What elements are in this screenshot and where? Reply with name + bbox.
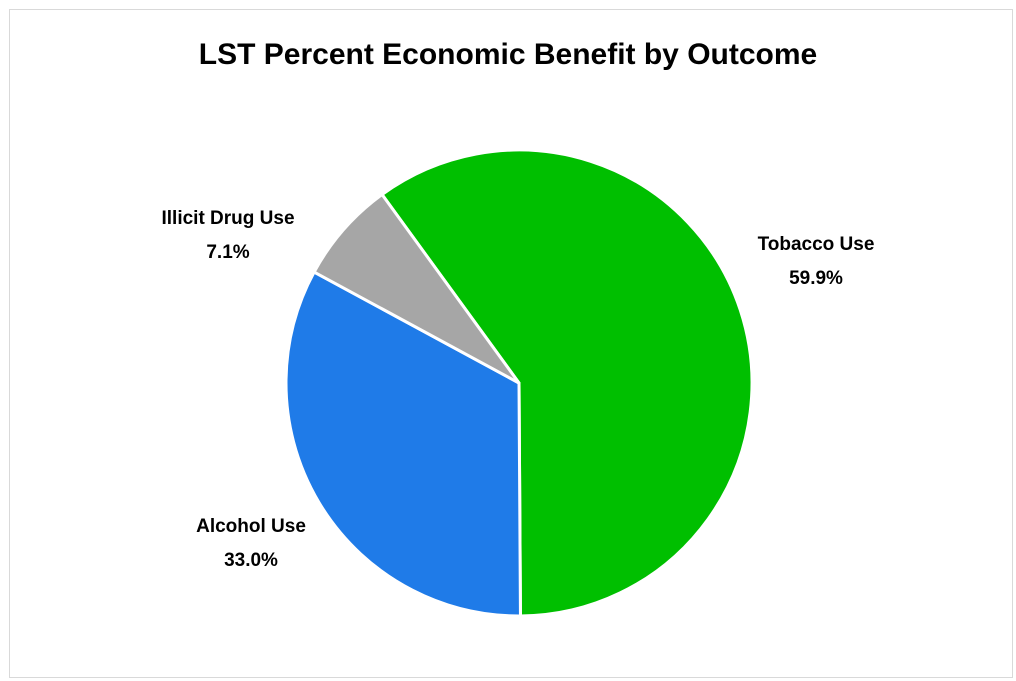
pie-slice-illicit-drug-use <box>312 192 521 385</box>
slice-label-illicit-drug-use: Illicit Drug Use <box>161 208 294 229</box>
slice-label-tobacco-use: Tobacco Use <box>758 234 875 255</box>
pie-slice-tobacco-use <box>380 148 754 618</box>
chart-title: LST Percent Economic Benefit by Outcome <box>198 38 818 71</box>
slice-value-tobacco-use: 59.9% <box>789 268 843 289</box>
pie-slice-alcohol-use <box>284 270 522 618</box>
slice-value-illicit-drug-use: 7.1% <box>206 242 249 263</box>
slice-label-alcohol-use: Alcohol Use <box>196 516 306 537</box>
slice-value-alcohol-use: 33.0% <box>224 550 278 571</box>
